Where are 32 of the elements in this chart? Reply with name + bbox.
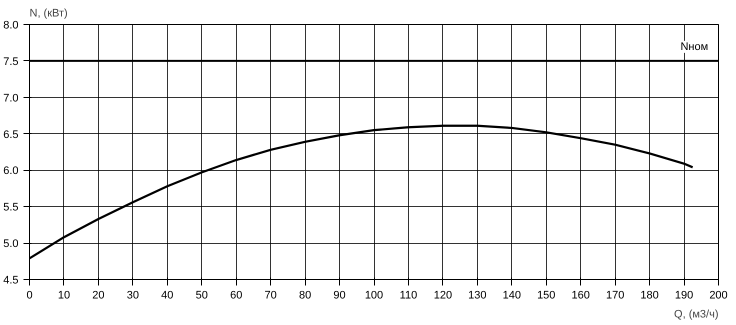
- x-tick-label: 50: [196, 290, 208, 302]
- x-tick-label: 160: [572, 290, 590, 302]
- y-tick-label: 5.5: [3, 202, 19, 214]
- y-tick-label: 6.5: [3, 128, 19, 141]
- x-tick-label: 110: [400, 290, 418, 302]
- y-tick-label: 6.0: [3, 165, 19, 178]
- y-tick-label: 8.0: [3, 20, 19, 32]
- x-tick-label: 30: [126, 290, 139, 302]
- x-tick-label: 130: [468, 290, 487, 302]
- x-tick-label: 200: [709, 290, 728, 302]
- y-tick-label: 7.0: [3, 92, 19, 104]
- ref-line-label: Nном: [680, 40, 708, 53]
- x-tick-label: 120: [434, 290, 452, 302]
- y-axis-title: N, (кВт): [30, 8, 68, 20]
- y-tick-label: 7.5: [3, 56, 19, 68]
- x-tick-label: 0: [26, 290, 33, 302]
- x-tick-label: 140: [502, 290, 521, 302]
- x-tick-label: 80: [298, 290, 312, 302]
- x-tick-label: 180: [640, 290, 659, 302]
- x-tick-label: 70: [264, 290, 277, 302]
- x-tick-label: 190: [674, 290, 694, 302]
- y-tick-label: 5.0: [3, 238, 19, 250]
- x-tick-label: 20: [92, 290, 105, 302]
- x-tick-label: 40: [161, 290, 174, 302]
- x-tick-label: 60: [230, 290, 242, 302]
- y-tick-label: 4.5: [3, 274, 19, 286]
- x-tick-label: 100: [364, 290, 384, 302]
- x-tick-label: 10: [58, 290, 70, 302]
- x-tick-label: 150: [537, 290, 556, 302]
- x-tick-label: 90: [333, 290, 346, 302]
- x-tick-label: 170: [606, 290, 624, 302]
- x-axis-title: Q, (м3/ч): [674, 308, 719, 320]
